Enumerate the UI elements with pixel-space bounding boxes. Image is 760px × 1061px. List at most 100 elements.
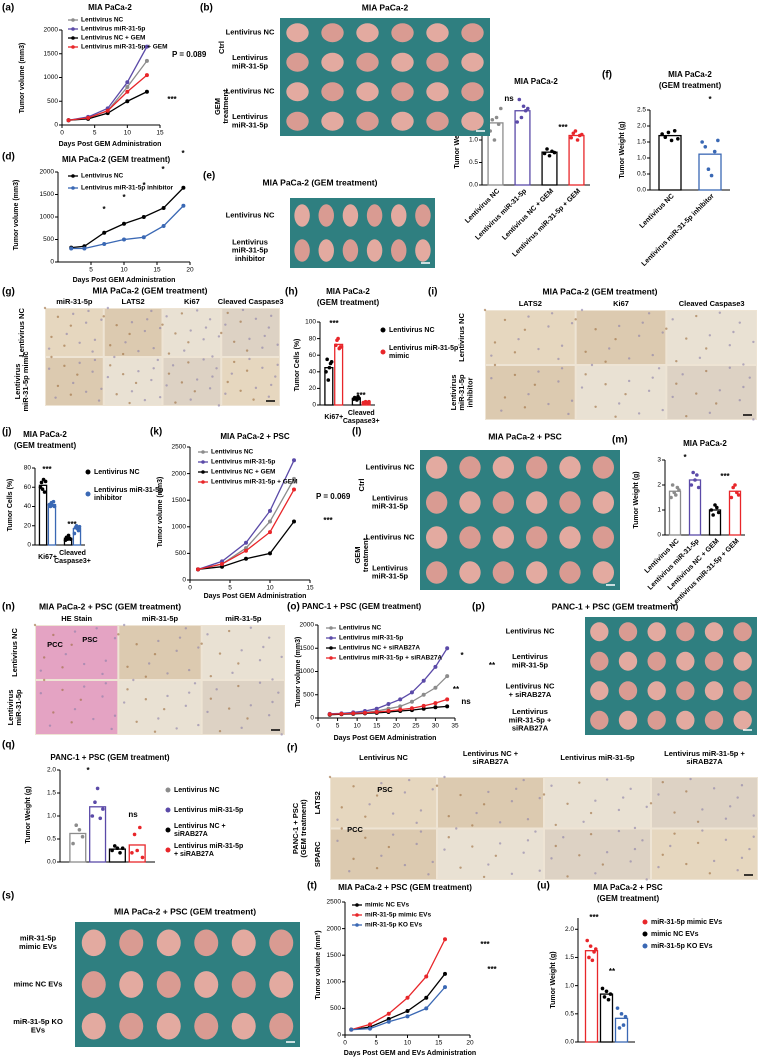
x-tick-label: Cleaved Caspase3+ <box>54 550 91 565</box>
chart-title: MIA PaCa-2 <box>326 287 370 296</box>
nucleus <box>657 367 661 370</box>
data-point <box>52 504 57 509</box>
data-point <box>693 478 697 482</box>
tumor <box>461 111 484 131</box>
data-point <box>144 58 149 63</box>
data-point <box>66 533 71 538</box>
nucleus <box>56 315 60 319</box>
y-tick-label: 1500 <box>44 50 59 57</box>
nucleus <box>195 309 199 312</box>
legend-marker <box>165 827 171 833</box>
chart-title: MIA PaCa-2 (GEM treatment) <box>62 155 171 164</box>
data-point <box>421 703 426 708</box>
nucleus <box>419 809 423 812</box>
nucleus <box>262 645 265 649</box>
nucleus <box>527 315 530 318</box>
y-tick-label: 500 <box>47 98 58 105</box>
nucleus <box>431 788 434 791</box>
annotation: *** <box>558 123 568 132</box>
nucleus <box>102 315 105 318</box>
nucleus <box>724 838 728 842</box>
nucleus <box>689 777 692 781</box>
tumor <box>318 204 334 227</box>
nucleus <box>340 827 343 830</box>
nucleus <box>657 865 660 869</box>
nucleus <box>166 694 169 698</box>
y-tick-label: 0.0 <box>565 1039 574 1046</box>
data-point <box>619 1012 624 1016</box>
nucleus <box>115 393 118 396</box>
tumor <box>647 622 666 642</box>
nucleus <box>91 350 94 353</box>
data-point <box>144 89 149 94</box>
nucleus <box>258 681 262 684</box>
nucleus <box>696 841 700 845</box>
data-point <box>351 711 356 716</box>
nucleus <box>153 652 157 656</box>
nucleus <box>43 306 47 310</box>
data-point <box>72 531 77 536</box>
row-label: SPARC <box>313 841 322 867</box>
micrograph <box>222 358 279 405</box>
nucleus <box>64 652 68 656</box>
nucleus <box>167 372 171 375</box>
nucleus <box>336 839 339 843</box>
data-point <box>90 814 95 818</box>
nucleus <box>174 332 177 335</box>
data-point <box>398 697 403 702</box>
nucleus <box>175 649 178 653</box>
nucleus <box>685 337 688 340</box>
y-axis-label: Tumor Weight (g) <box>550 951 557 1008</box>
annotation: ** <box>609 967 616 976</box>
nucleus <box>280 733 283 736</box>
nucleus <box>570 399 574 402</box>
data-point <box>709 508 714 512</box>
nucleus <box>493 341 497 344</box>
row-label: Lentivirus miR-31-5p + siRAB27A <box>509 707 552 733</box>
nucleus <box>215 367 218 370</box>
nucleus <box>115 323 118 327</box>
legend-label: miR-31-5p mimic EVs <box>365 912 431 919</box>
tumor <box>676 651 695 671</box>
x-tick-label: Lentivirus miR-31-5p <box>474 188 528 242</box>
nucleus <box>52 633 55 637</box>
nucleus <box>230 372 234 375</box>
legend-label: Lentivirus NC <box>211 449 254 456</box>
legend-color <box>330 657 332 659</box>
image-text: PCC <box>347 825 363 834</box>
panel-title: PANC-1 + PSC (GEM treatment) <box>552 601 679 611</box>
nucleus <box>633 847 637 851</box>
column-label: LATS2 <box>519 299 542 308</box>
nucleus <box>158 395 162 399</box>
y-tick-label: 1000 <box>44 74 59 81</box>
x-tick-label: Lentivirus NC + GEM <box>501 188 555 242</box>
y-tick-label: 500 <box>43 236 54 243</box>
legend-label: Lentivirus NC <box>94 469 140 476</box>
tumor <box>618 651 638 671</box>
nucleus <box>61 688 64 692</box>
series-line <box>71 205 184 250</box>
annotation: * <box>460 651 464 660</box>
nucleus <box>171 364 175 367</box>
data-point <box>368 1022 372 1027</box>
data-point <box>144 73 149 78</box>
tumor <box>391 111 414 131</box>
nucleus <box>614 337 617 341</box>
nucleus <box>79 698 83 701</box>
nucleus <box>276 343 279 346</box>
column-label: Cleaved Caspase3 <box>218 297 284 306</box>
nucleus <box>550 784 553 787</box>
data-point <box>292 487 296 492</box>
nucleus <box>718 389 722 392</box>
nucleus <box>124 341 127 344</box>
x-tick-label: Lentivirus miR-31-5p inhibitor <box>641 193 716 268</box>
legend-label: miR-31-5p KO EVs <box>365 922 422 929</box>
group-label: GEMtreatment <box>213 89 230 124</box>
tumor <box>318 239 334 262</box>
legend-label: Lentivirus NC + GEM <box>211 469 275 476</box>
nucleus <box>340 806 343 809</box>
nucleus <box>91 370 94 373</box>
nucleus <box>705 347 708 350</box>
nucleus <box>254 317 258 320</box>
data-point <box>95 786 100 791</box>
